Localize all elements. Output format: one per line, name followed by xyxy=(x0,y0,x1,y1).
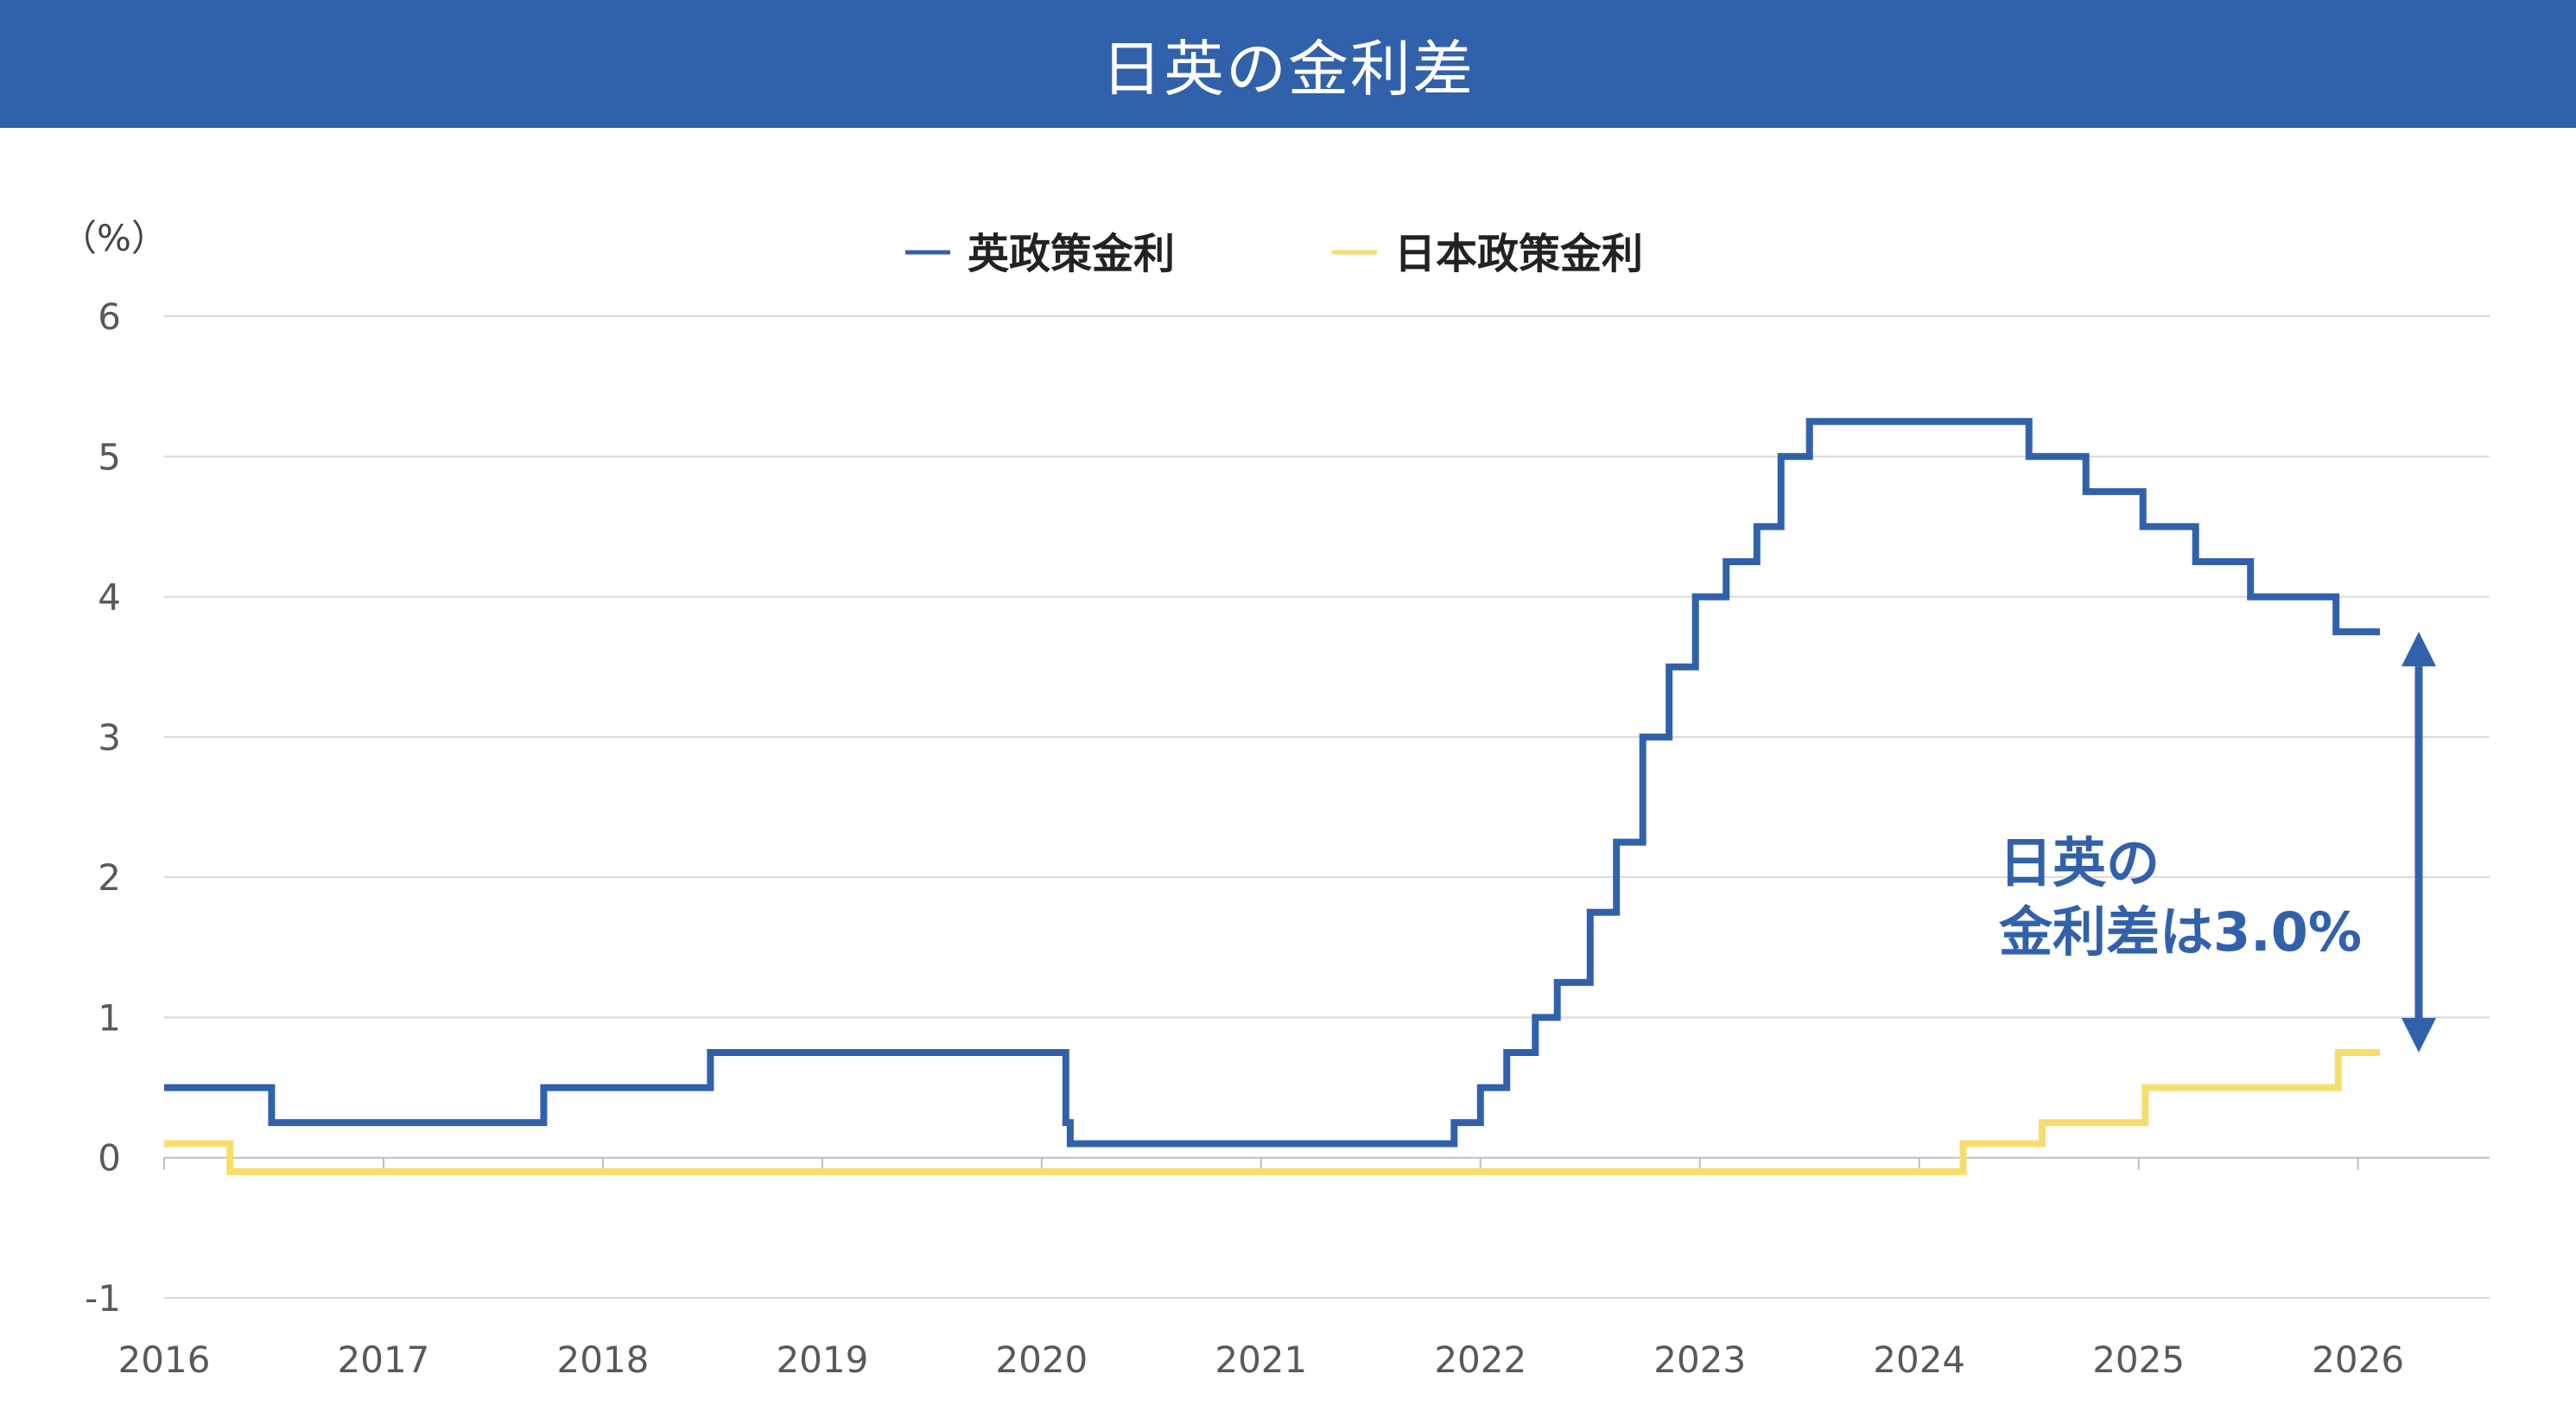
y-tick-label: 5 xyxy=(98,436,121,478)
x-tick-label: 2025 xyxy=(2092,1339,2185,1381)
y-tick-label: -1 xyxy=(85,1277,121,1320)
x-tick-label: 2019 xyxy=(776,1339,868,1381)
x-tick-label: 2021 xyxy=(1215,1339,1307,1381)
x-tick-label: 2020 xyxy=(995,1339,1088,1381)
arrow-head-down xyxy=(2402,1018,2436,1053)
y-axis-unit-label: （%） xyxy=(60,217,168,259)
annotation-line-1: 日英の xyxy=(1999,831,2160,894)
x-tick-label: 2022 xyxy=(1434,1339,1526,1381)
y-tick-label: 6 xyxy=(98,296,121,338)
header-banner: 日英の金利差 xyxy=(0,0,2576,128)
y-tick-label: 2 xyxy=(98,856,121,899)
y-tick-label: 4 xyxy=(98,576,121,619)
arrow-head-up xyxy=(2402,632,2436,667)
y-axis: 6 5 4 3 2 1 0 -1 xyxy=(85,296,121,1320)
x-tick-label: 2017 xyxy=(338,1339,430,1381)
legend: 英政策金利 日本政策金利 xyxy=(905,230,1643,278)
x-tick-label: 2016 xyxy=(118,1339,211,1381)
annotation-line-2: 金利差は3.0% xyxy=(1998,900,2362,964)
y-tick-label: 1 xyxy=(98,996,121,1039)
x-tick-label: 2023 xyxy=(1653,1339,1746,1381)
y-tick-label: 3 xyxy=(98,716,121,759)
series-line-uk xyxy=(164,417,2380,1148)
legend-label-uk: 英政策金利 xyxy=(968,230,1175,278)
x-tick-label: 2026 xyxy=(2312,1339,2404,1381)
y-tick-label: 0 xyxy=(98,1137,121,1180)
grid xyxy=(164,315,2490,1299)
x-tick-label: 2024 xyxy=(1873,1339,1965,1381)
spread-annotation: 日英の 金利差は3.0% xyxy=(1998,632,2436,1053)
x-axis: 2016 2017 2018 2019 2020 2021 2022 2023 2024 2025… xyxy=(118,1157,2404,1381)
x-tick-label: 2018 xyxy=(556,1339,649,1381)
series-line-jp xyxy=(164,1049,2380,1175)
series xyxy=(164,417,2380,1175)
spread-arrow xyxy=(2402,632,2436,1053)
page-title: 日英の金利差 xyxy=(1101,33,1475,105)
legend-label-jp: 日本政策金利 xyxy=(1394,230,1643,278)
